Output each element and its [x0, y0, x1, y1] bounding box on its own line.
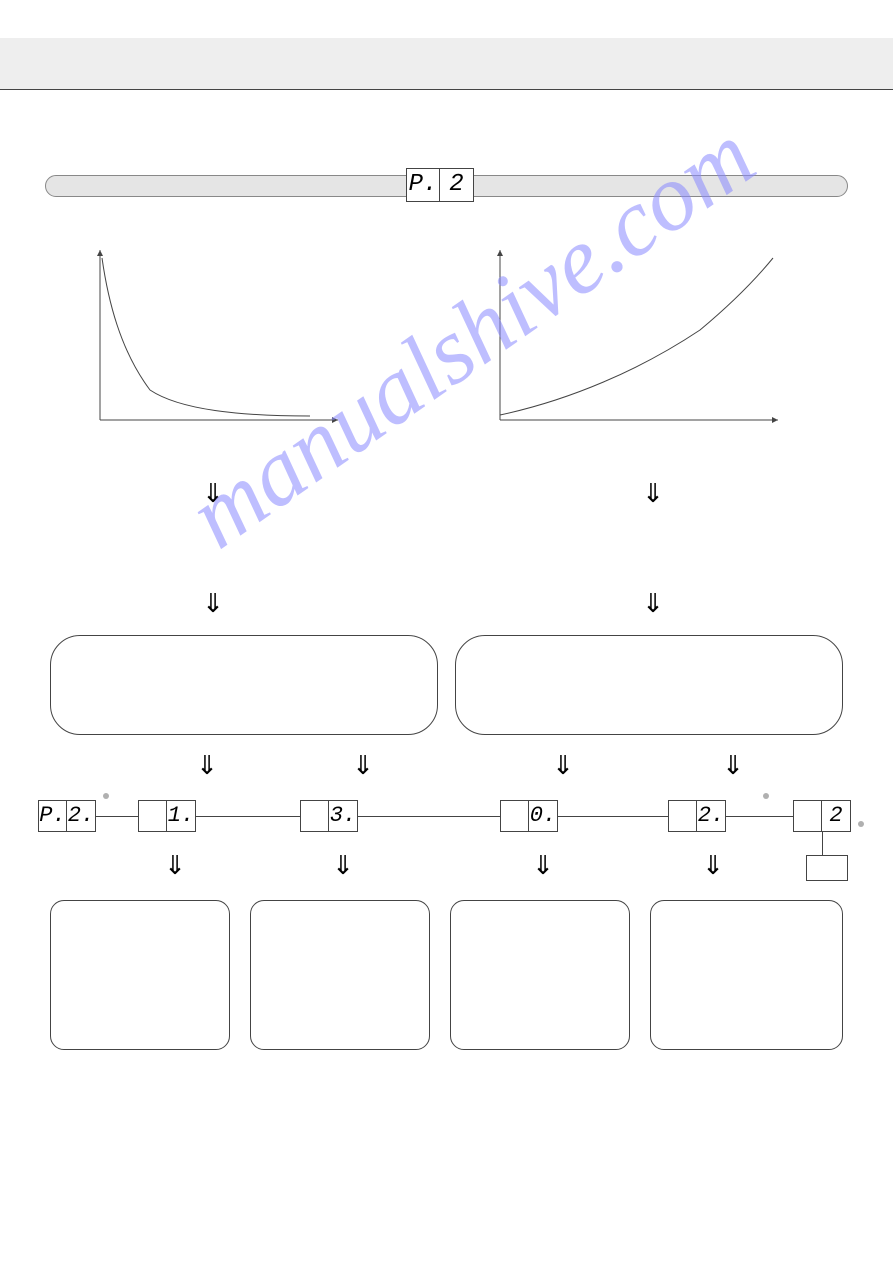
bottom-box-0: [50, 900, 230, 1050]
disp-2: 3.: [300, 800, 358, 832]
arrow-s1-left: ⇓: [198, 480, 228, 506]
disp-0: P. 2.: [38, 800, 96, 832]
tail-vline: [822, 832, 823, 855]
arrow-s4-c: ⇓: [528, 852, 558, 878]
arrow-s3-a: ⇓: [192, 752, 222, 778]
arrow-s3-d: ⇓: [718, 752, 748, 778]
mid-box-right: [455, 635, 843, 735]
disp-1-d0: [139, 801, 167, 831]
bottom-box-2: [450, 900, 630, 1050]
arrow-s2-right: ⇓: [638, 590, 668, 616]
disp-2-d1: 3.: [329, 801, 357, 831]
dot-1: [103, 793, 109, 799]
dot-5: [858, 821, 864, 827]
disp-5-d0: [794, 801, 822, 831]
disp-5-d1: 2: [822, 801, 850, 831]
disp-3-d0: [501, 801, 529, 831]
disp-4-d1: 2.: [697, 801, 725, 831]
disp-0-d0: P.: [39, 801, 67, 831]
mid-box-left: [50, 635, 438, 735]
arrow-s4-b: ⇓: [328, 852, 358, 878]
title-digit-1: 2: [440, 169, 473, 201]
disp-0-d1: 2.: [67, 801, 95, 831]
header-bar: [0, 38, 893, 90]
arrow-s3-c: ⇓: [548, 752, 578, 778]
chart-right: [490, 250, 785, 425]
title-display: P. 2: [406, 168, 474, 202]
arrow-s4-d: ⇓: [698, 852, 728, 878]
tail-box: [806, 855, 848, 881]
arrow-s4-a: ⇓: [160, 852, 190, 878]
dot-4: [763, 793, 769, 799]
disp-3: 0.: [500, 800, 558, 832]
bottom-box-1: [250, 900, 430, 1050]
bottom-box-3: [650, 900, 843, 1050]
arrow-s1-right: ⇓: [638, 480, 668, 506]
disp-5: 2: [793, 800, 851, 832]
disp-2-d0: [301, 801, 329, 831]
disp-1-d1: 1.: [167, 801, 195, 831]
arrow-s3-b: ⇓: [348, 752, 378, 778]
disp-4: 2.: [668, 800, 726, 832]
disp-3-d1: 0.: [529, 801, 557, 831]
title-digit-0: P.: [407, 169, 440, 201]
arrow-s2-left: ⇓: [198, 590, 228, 616]
chart-left: [90, 250, 345, 425]
disp-1: 1.: [138, 800, 196, 832]
disp-4-d0: [669, 801, 697, 831]
